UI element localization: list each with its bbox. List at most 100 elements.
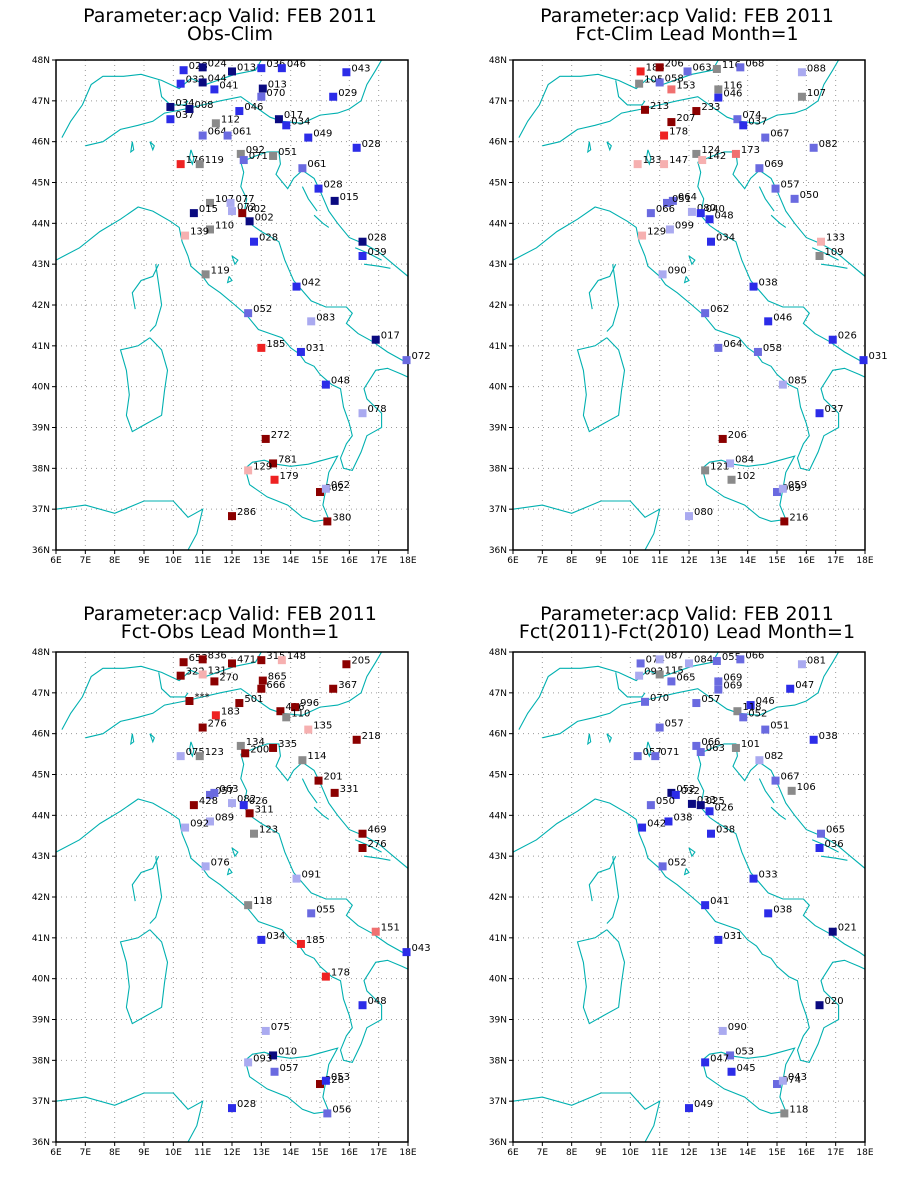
station-marker [714,85,723,94]
station-label: 021 [838,923,857,934]
station-marker [641,105,649,114]
station-label: 081 [807,655,826,666]
station-label: 041 [710,896,729,907]
lon-tick-label: 9E [595,556,607,566]
station-marker [270,475,279,484]
lat-tick-label: 40N [489,975,507,985]
station-marker [181,823,190,832]
station-marker [257,64,266,73]
lat-tick-label: 36N [32,1138,50,1148]
gridlines [513,652,865,1142]
station-label: 038 [673,812,692,823]
lon-tick-label: 18E [856,556,873,566]
station-marker [778,1076,787,1085]
station-marker [655,78,664,87]
station-label: 142 [707,151,726,162]
station-label: 183 [221,706,240,717]
station-label: 026 [838,331,857,342]
station-label: 118 [742,702,761,713]
lat-tick-label: 39N [489,1016,507,1026]
station-label: 286 [237,507,256,518]
map-panel-fct2011-fct2010: Parameter:acp Valid: FEB 2011 Fct(2011)-… [457,600,917,1200]
station-label: 026 [249,796,268,807]
station-label: 315 [266,651,285,662]
station-label: 071 [660,747,679,758]
station-label: 065 [676,672,695,683]
lat-tick-label: 41N [32,342,50,352]
station-marker [755,164,764,173]
station-label: 056 [332,1104,351,1115]
station-label: 036 [825,839,844,850]
lon-tick-label: 7E [537,556,549,566]
station-label: 077 [236,194,255,205]
coastlines [513,652,865,1142]
station-label: 042 [647,819,666,830]
station-marker [206,198,214,207]
station-marker [809,735,818,744]
station-marker [228,512,236,521]
station-label: 038 [773,904,792,915]
station-label: 082 [237,794,256,805]
lat-tick-label: 44N [32,811,50,821]
station-label: 276 [208,719,227,730]
station-label: 034 [175,98,194,109]
station-marker [226,198,235,207]
station-label: 064 [678,192,697,203]
station-marker [371,927,380,936]
station-label: 311 [255,804,274,815]
station-label: 028 [259,233,278,244]
station-label: 058 [763,343,782,354]
station-label: 047 [795,680,814,691]
station-label: 069 [723,672,742,683]
station-label: 069 [723,681,742,692]
station-marker [692,699,701,708]
lat-tick-label: 45N [32,771,50,781]
station-marker [727,475,736,484]
station-marker [402,948,411,957]
station-marker [739,713,748,722]
station-label: 090 [728,1022,747,1033]
station-marker [358,409,367,418]
station-label: 367 [338,680,357,691]
station-marker [638,823,647,832]
station-marker [658,270,667,279]
station-map: 6E 7E 8E 9E 10E 11E 12E 13E 14E 15E 16E 17E 18E 36N 37… [32,648,431,1158]
station-label: 176 [186,155,205,166]
station-marker [296,939,305,948]
station-marker [189,209,198,218]
station-marker [307,909,316,918]
lat-tick-label: 39N [32,424,50,434]
station-marker [727,1067,736,1076]
station-label: 074 [646,654,665,665]
station-marker [696,748,705,757]
coastlines [513,60,865,550]
lon-tick-label: 12E [223,1148,240,1158]
station-marker [685,1104,693,1113]
station-marker [270,1067,279,1076]
station-marker [633,752,642,761]
station-marker [210,85,219,94]
station-marker [321,1076,330,1085]
lon-tick-label: 14E [739,556,756,566]
station-marker [292,282,301,291]
station-marker [181,231,190,240]
station-marker [733,115,742,124]
panel-title-line2: Fct-Clim Lead Month=1 [575,23,799,45]
station-label: 207 [676,113,695,124]
station-label: 082 [819,139,838,150]
station-label: 205 [351,655,370,666]
station-label: 040 [706,204,725,215]
lon-tick-label: 14E [282,1148,299,1158]
station-marker [176,79,185,88]
station-label: 178 [669,127,688,138]
station-label: 052 [748,708,767,719]
station-label: 501 [244,694,263,705]
station-marker [638,231,647,240]
station-marker [269,743,278,752]
station-marker [304,725,313,734]
station-marker [258,84,267,93]
station-marker [771,776,780,785]
station-marker [736,655,745,664]
